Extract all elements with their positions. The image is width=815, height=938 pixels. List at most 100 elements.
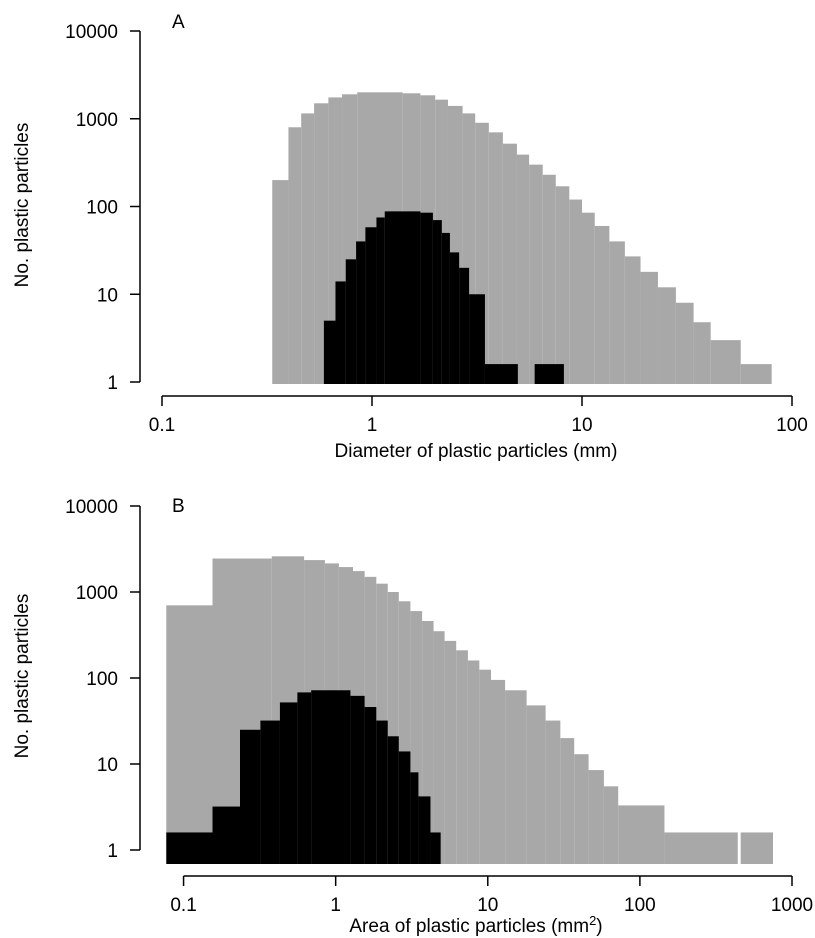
- histogram-bar-s0-b0: [272, 180, 289, 384]
- histogram-bar-s1-b6: [311, 690, 351, 864]
- x-tick-label: 0.1: [170, 895, 196, 916]
- panel-a-bars: [272, 92, 772, 385]
- panel-a-label: A: [172, 12, 185, 33]
- histogram-bar-s0-b2: [301, 113, 315, 385]
- histogram-bar-s0-b14: [502, 143, 517, 384]
- x-tick-label: 10: [571, 415, 592, 436]
- y-tick-label: 1000: [76, 110, 118, 131]
- histogram-bar-s1-b10: [387, 736, 399, 864]
- histogram-bar-s0-b24: [588, 770, 604, 864]
- histogram-bar-s0-b17: [479, 669, 492, 864]
- histogram-bar-s1-b12: [410, 772, 419, 864]
- histogram-bar-s1-b7: [420, 212, 433, 384]
- histogram-bar-s0-b0: [166, 605, 213, 864]
- histogram-bar-s0-b15: [516, 154, 530, 384]
- histogram-bar-s0-b3: [314, 103, 329, 385]
- histogram-bar-s1-b3: [356, 241, 366, 384]
- x-tick-label: 0.1: [149, 415, 175, 436]
- y-tick-label: 1: [107, 373, 118, 394]
- panel-a-y-title: No. plastic particles: [12, 123, 33, 288]
- histogram-bar-s1-b1: [212, 806, 240, 864]
- histogram-bar-s0-b27: [664, 832, 738, 864]
- histogram-bar-s1-b4: [279, 702, 298, 864]
- panel-a: 1 10 100 1000 10000 0.1 1 10 100 A Diameter of …: [12, 12, 808, 462]
- histogram-bar-s0-b22: [609, 241, 625, 384]
- histogram-bar-s0-b19: [569, 199, 582, 384]
- histogram-bar-s1-b8: [432, 220, 442, 384]
- histogram-bar-s0-b23: [624, 256, 641, 384]
- panel-b-y-title: No. plastic particles: [12, 594, 33, 759]
- histogram-bar-s0-b21: [594, 225, 610, 384]
- histogram-bar-s0-b1: [288, 127, 302, 384]
- histogram-bar-s0-b26: [675, 302, 694, 384]
- histogram-bar-s1-b2: [345, 259, 357, 384]
- histogram-bar-s1-b13: [484, 364, 518, 384]
- histogram-bar-s1-b1: [335, 281, 346, 384]
- histogram-bar-s0-b29: [740, 364, 772, 384]
- histogram-bar-s1-b11: [459, 267, 470, 384]
- histogram-bar-s1-b9: [441, 232, 450, 384]
- histogram-bar-s1-b8: [364, 707, 377, 864]
- histogram-bar-s1-b5: [297, 692, 312, 864]
- histogram-bar-s0-b12: [422, 621, 434, 864]
- y-tick-label: 1000: [76, 583, 118, 604]
- histogram-bar-s0-b16: [467, 660, 480, 864]
- x-tick-label: 1: [367, 415, 378, 436]
- y-tick-label: 10: [97, 285, 118, 306]
- x-tick-label: 100: [624, 895, 656, 916]
- histogram-bar-s0-b13: [488, 132, 503, 384]
- histogram-bar-s1-b11: [398, 751, 411, 864]
- y-tick-label: 100: [86, 198, 118, 219]
- histogram-bar-s1-b6: [384, 211, 421, 384]
- histogram-bar-s0-b28: [740, 832, 773, 864]
- histogram-bar-s1-b0: [166, 832, 213, 864]
- histogram-bar-s0-b14: [444, 640, 457, 864]
- panel-b-x-title: Area of plastic particles (mm2): [349, 913, 602, 937]
- panel-b-label: B: [172, 496, 185, 517]
- panel-b-y-ticks: 1 10 100 1000 10000: [65, 497, 140, 862]
- histogram-bar-s1-b5: [376, 217, 385, 384]
- histogram-bar-s1-b9: [376, 720, 388, 864]
- histogram-bar-s0-b23: [574, 754, 589, 864]
- histogram-bar-s0-b22: [560, 738, 575, 864]
- panel-a-x-ticks: 0.1 1 10 100: [149, 396, 808, 436]
- histogram-bar-s0-b26: [618, 805, 665, 864]
- x-tick-label: 1: [330, 895, 341, 916]
- panel-a-y-ticks: 1 10 100 1000 10000: [65, 22, 140, 394]
- histogram-bar-s1-b12: [469, 294, 485, 384]
- histogram-bar-s0-b18: [491, 679, 506, 864]
- histogram-bar-s0-b20: [582, 212, 595, 384]
- histogram-bar-s1-b0: [323, 320, 336, 384]
- histogram-bar-s0-b27: [693, 322, 711, 384]
- x-tick-label: 1000: [771, 895, 813, 916]
- histogram-bar-s0-b16: [529, 164, 543, 384]
- histogram-bar-s0-b10: [398, 601, 411, 864]
- panel-b-bars: [166, 556, 773, 864]
- panel-a-x-title: Diameter of plastic particles (mm): [335, 441, 618, 462]
- histogram-bar-s0-b15: [456, 650, 468, 864]
- panel-b: 1 10 100 1000 10000 0.1 1 10 100 1000 B Area of …: [12, 496, 813, 937]
- x-tick-label: 100: [776, 415, 808, 436]
- y-tick-label: 1: [107, 841, 118, 862]
- histogram-bar-s0-b17: [542, 174, 556, 384]
- histogram-bar-s1-b13: [418, 796, 431, 864]
- histogram-bar-s0-b20: [526, 705, 546, 864]
- histogram-bar-s1-b2: [240, 729, 261, 864]
- histogram-bar-s0-b18: [555, 186, 570, 384]
- histogram-bar-s0-b25: [603, 786, 619, 864]
- y-tick-label: 10000: [65, 497, 118, 518]
- panel-b-x-ticks: 0.1 1 10 100 1000: [170, 876, 813, 916]
- histogram-bar-s1-b7: [350, 695, 365, 864]
- histogram-bar-s0-b25: [657, 287, 676, 384]
- histogram-bar-s0-b13: [433, 631, 445, 864]
- histogram-bar-s0-b19: [505, 690, 527, 864]
- histogram-bar-s1-b4: [365, 227, 377, 384]
- y-tick-label: 100: [86, 669, 118, 690]
- y-tick-label: 10: [97, 755, 118, 776]
- histogram-bar-s1-b14: [430, 832, 441, 864]
- histogram-bar-s1-b10: [449, 252, 460, 384]
- histogram-bar-s0-b11: [410, 611, 423, 864]
- x-tick-label: 10: [477, 895, 498, 916]
- y-tick-label: 10000: [65, 22, 118, 43]
